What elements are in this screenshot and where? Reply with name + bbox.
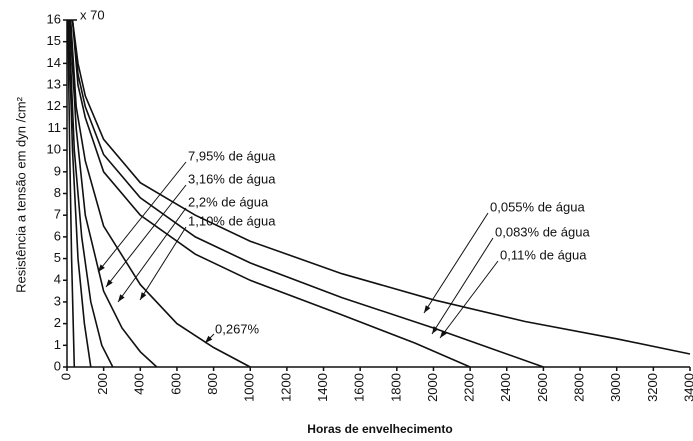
curve xyxy=(71,19,691,355)
x-tick-label: 3400 xyxy=(681,373,693,402)
y-tick-label: 11 xyxy=(48,120,62,135)
x-tick-label: 1600 xyxy=(352,373,367,402)
series-label: 7,95% de água xyxy=(188,148,276,163)
x-tick-label: 1400 xyxy=(315,373,330,402)
y-tick-label: 14 xyxy=(47,55,61,70)
y-tick-label: 8 xyxy=(54,185,61,200)
series-label: 0,055% de água xyxy=(490,199,585,214)
label-arrow xyxy=(439,260,499,339)
x-tick-label: 0 xyxy=(58,373,73,380)
y-tick-label: 10 xyxy=(47,142,61,157)
series-label: 0,11% de água xyxy=(500,247,587,262)
curve xyxy=(67,19,76,368)
x-tick-label: 2800 xyxy=(571,373,586,402)
x-tick-label: 1800 xyxy=(388,373,403,402)
x-tick-label: 2600 xyxy=(535,373,550,402)
y-tick-label: 0 xyxy=(54,358,61,373)
x-tick-label: 2200 xyxy=(462,373,477,402)
arrow-head xyxy=(140,292,147,300)
y-tick-label: 15 xyxy=(47,33,61,48)
x-tick-label: 2400 xyxy=(498,373,513,402)
curve xyxy=(68,19,114,368)
x-tick-label: 2000 xyxy=(425,373,440,402)
series-label: 0,267% xyxy=(215,321,260,336)
x-tick-label: 1000 xyxy=(242,373,257,402)
y-tick-label: 6 xyxy=(54,228,61,243)
arrow-head xyxy=(118,294,125,302)
y-tick-label: 4 xyxy=(54,272,61,287)
y-tick-label: 12 xyxy=(47,98,61,113)
label-arrow xyxy=(139,226,187,301)
label-arrow xyxy=(431,237,494,335)
curve xyxy=(69,19,251,368)
y-tick-label: 13 xyxy=(47,77,61,92)
curve xyxy=(71,19,544,368)
series-label: 2,2% de água xyxy=(188,194,269,209)
y-tick-label: 16 xyxy=(47,11,61,26)
curve xyxy=(68,19,158,368)
x-tick-label: 3000 xyxy=(608,373,623,402)
arrow-head xyxy=(440,330,447,338)
y-axis-label: Resistência a tensão em dyn /cm² xyxy=(13,96,28,292)
y-annotation: x 70 xyxy=(80,7,105,22)
arrow-head xyxy=(98,264,105,272)
x-tick-label: 1200 xyxy=(278,373,293,402)
y-tick-label: 3 xyxy=(54,293,61,308)
arrow-head xyxy=(205,335,213,343)
x-tick-label: 3200 xyxy=(645,373,660,402)
x-tick-label: 800 xyxy=(205,373,220,395)
label-arrow xyxy=(105,184,187,288)
y-tick-label: 1 xyxy=(54,337,61,352)
y-tick-label: 7 xyxy=(54,207,61,222)
label-arrow xyxy=(423,212,489,314)
series-label: 1,10% de água xyxy=(188,213,276,228)
x-axis-label: Horas de envelhecimento xyxy=(307,422,452,436)
y-tick-label: 2 xyxy=(54,315,61,330)
series-label: 3,16% de água xyxy=(188,171,276,186)
x-tick-label: 200 xyxy=(95,373,110,395)
curve xyxy=(67,19,92,368)
curve xyxy=(71,19,471,368)
arrow-head xyxy=(424,305,431,313)
y-tick-label: 5 xyxy=(54,250,61,265)
arrow-head xyxy=(106,279,113,287)
label-arrow xyxy=(117,207,187,303)
x-tick-label: 600 xyxy=(168,373,183,395)
series-label: 0,083% de água xyxy=(495,224,590,239)
y-tick-label: 9 xyxy=(54,163,61,178)
arrow-head xyxy=(432,326,439,334)
x-tick-label: 400 xyxy=(132,373,147,395)
